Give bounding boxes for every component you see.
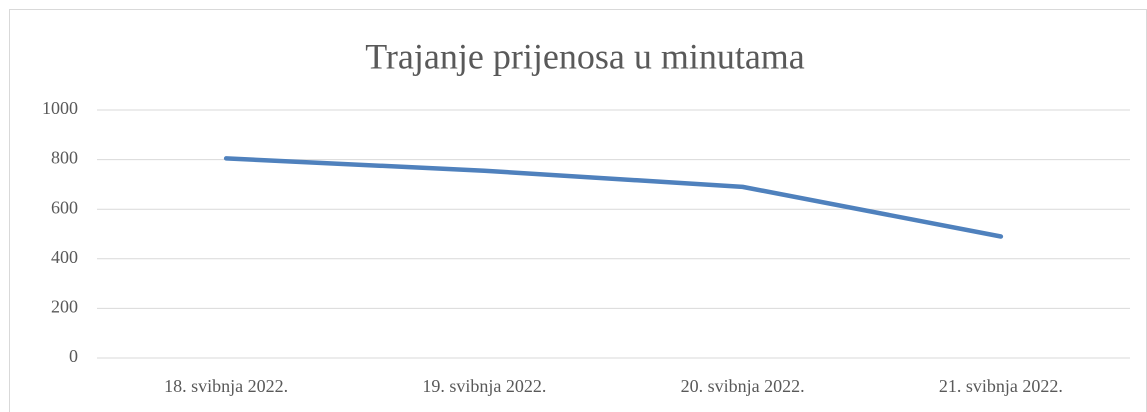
y-tick-label: 400 bbox=[51, 247, 78, 267]
chart-title: Trajanje prijenosa u minutama bbox=[365, 36, 805, 76]
x-tick-label: 21. svibnja 2022. bbox=[939, 376, 1063, 396]
x-tick-label: 19. svibnja 2022. bbox=[422, 376, 546, 396]
y-tick-label: 200 bbox=[51, 297, 78, 317]
data-line bbox=[223, 156, 1004, 239]
y-tick-label: 800 bbox=[51, 148, 78, 168]
y-tick-label: 1000 bbox=[42, 98, 78, 118]
x-tick-label: 18. svibnja 2022. bbox=[164, 376, 288, 396]
chart-border bbox=[9, 9, 1147, 412]
x-tick-label: 20. svibnja 2022. bbox=[681, 376, 805, 396]
y-tick-label: 600 bbox=[51, 197, 78, 217]
y-tick-label: 0 bbox=[69, 346, 78, 366]
